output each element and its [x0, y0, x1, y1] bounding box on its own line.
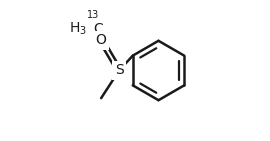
- Text: C: C: [93, 22, 103, 36]
- Text: H$_3$: H$_3$: [69, 21, 87, 37]
- Text: 13: 13: [87, 10, 100, 20]
- Text: O: O: [96, 33, 107, 47]
- Text: S: S: [115, 63, 123, 78]
